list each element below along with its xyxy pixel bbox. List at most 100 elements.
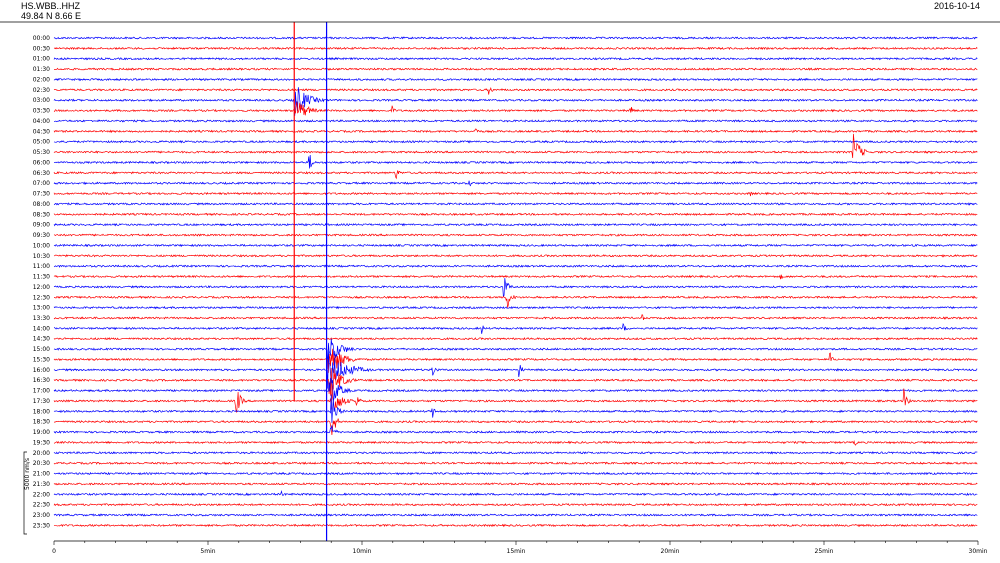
trace-row-0300 [53, 87, 978, 116]
trace-row-1030 [53, 253, 978, 258]
x-tick-label: 15min [507, 548, 526, 555]
row-time-label: 07:00 [33, 180, 50, 187]
row-time-label: 18:00 [33, 408, 50, 415]
row-time-label: 05:00 [33, 139, 50, 146]
trace-row-1000 [53, 243, 978, 248]
trace-row-0530 [53, 133, 978, 159]
row-time-label: 07:30 [33, 191, 50, 198]
row-time-label: 17:00 [33, 388, 50, 395]
trace-row-0800 [53, 202, 978, 206]
trace-row-0400 [53, 119, 978, 123]
trace-row-1930 [53, 440, 978, 446]
trace-row-2130 [53, 482, 978, 486]
trace-row-1100 [53, 264, 978, 268]
x-tick-label: 0 [52, 548, 56, 555]
row-time-label: 13:00 [33, 305, 50, 312]
trace-row-0930 [53, 233, 978, 237]
trace-row-0730 [53, 191, 978, 197]
row-time-label: 13:30 [33, 315, 50, 322]
row-time-label: 04:00 [33, 118, 50, 125]
row-time-label: 17:30 [33, 398, 50, 405]
trace-row-0630 [53, 170, 978, 180]
trace-row-2000 [53, 451, 978, 455]
row-time-label: 10:30 [33, 253, 50, 260]
trace-row-1400 [53, 322, 978, 334]
row-time-label: 03:30 [33, 108, 50, 115]
trace-row-1200 [53, 278, 978, 298]
row-time-label: 18:30 [33, 419, 50, 426]
trace-row-0130 [53, 67, 978, 71]
row-time-label: 11:30 [33, 274, 50, 281]
row-time-label: 14:00 [33, 325, 50, 332]
trace-row-0500 [53, 139, 978, 144]
row-time-label: 06:30 [33, 170, 50, 177]
row-time-label: 09:30 [33, 232, 50, 239]
row-time-label: 01:30 [33, 66, 50, 73]
row-time-label: 20:30 [33, 460, 50, 467]
trace-row-2030 [53, 461, 978, 465]
row-label-layer: 00:00 00:30 01:00 01:30 02:00 02:30 03:00 03:30… [33, 35, 50, 529]
trace-row-1800 [53, 394, 978, 423]
trace-row-0030 [53, 46, 978, 51]
trace-row-2200 [53, 489, 978, 497]
amplitude-scale: 5000 nm/s [23, 451, 31, 535]
row-time-label: 04:30 [33, 128, 50, 135]
row-time-label: 20:00 [33, 450, 50, 457]
trace-layer [53, 36, 978, 528]
row-time-label: 03:00 [33, 97, 50, 104]
trace-row-1830 [53, 418, 978, 436]
trace-row-0200 [53, 77, 978, 82]
trace-row-2230 [53, 502, 978, 507]
trace-row-1700 [53, 377, 978, 401]
trace-row-1330 [53, 314, 978, 321]
trace-row-1130 [53, 274, 978, 280]
row-time-label: 12:00 [33, 284, 50, 291]
row-time-label: 08:00 [33, 201, 50, 208]
row-time-label: 15:00 [33, 346, 50, 353]
row-time-label: 02:30 [33, 87, 50, 94]
row-time-label: 08:30 [33, 211, 50, 218]
row-time-label: 16:00 [33, 367, 50, 374]
scale-label: 5000 nm/s [24, 458, 31, 490]
trace-row-0000 [53, 36, 978, 40]
trace-row-0830 [53, 212, 978, 217]
row-time-label: 21:00 [33, 471, 50, 478]
row-time-label: 22:30 [33, 502, 50, 509]
x-tick-label: 20min [661, 548, 680, 555]
time-axis: 0 5min 10min 15min 20min 25min 30min [0, 21, 1000, 555]
row-time-label: 10:00 [33, 242, 50, 249]
trace-row-1530 [53, 348, 978, 373]
trace-row-0330 [53, 101, 978, 116]
trace-row-2330 [53, 523, 978, 528]
trace-row-1230 [53, 295, 978, 308]
trace-row-0100 [53, 57, 978, 61]
row-time-label: 21:30 [33, 481, 50, 488]
trace-row-1900 [53, 425, 978, 434]
trace-row-0430 [53, 128, 978, 134]
trace-row-1600 [53, 351, 978, 389]
row-time-label: 19:00 [33, 429, 50, 436]
trace-row-0900 [53, 222, 978, 227]
row-time-label: 00:00 [33, 35, 50, 42]
row-time-label: 12:30 [33, 294, 50, 301]
x-tick-label: 10min [353, 548, 372, 555]
row-time-label: 23:30 [33, 522, 50, 529]
row-time-label: 16:30 [33, 377, 50, 384]
row-time-label: 11:00 [33, 263, 50, 270]
x-tick-label: 5min [200, 548, 215, 555]
date-label: 2016-10-14 [933, 1, 980, 11]
trace-row-0700 [53, 180, 978, 187]
trace-row-2100 [53, 471, 978, 476]
trace-row-1630 [53, 367, 978, 396]
row-time-label: 02:00 [33, 76, 50, 83]
row-time-label: 15:30 [33, 356, 50, 363]
row-time-label: 05:30 [33, 149, 50, 156]
row-time-label: 06:00 [33, 159, 50, 166]
row-time-label: 14:30 [33, 336, 50, 343]
row-time-label: 09:00 [33, 222, 50, 229]
trace-row-1430 [53, 336, 978, 341]
coordinates-label: 49.84 N 8.66 E [21, 11, 82, 21]
x-tick-label: 25min [815, 548, 834, 555]
scale-bar [23, 451, 27, 535]
